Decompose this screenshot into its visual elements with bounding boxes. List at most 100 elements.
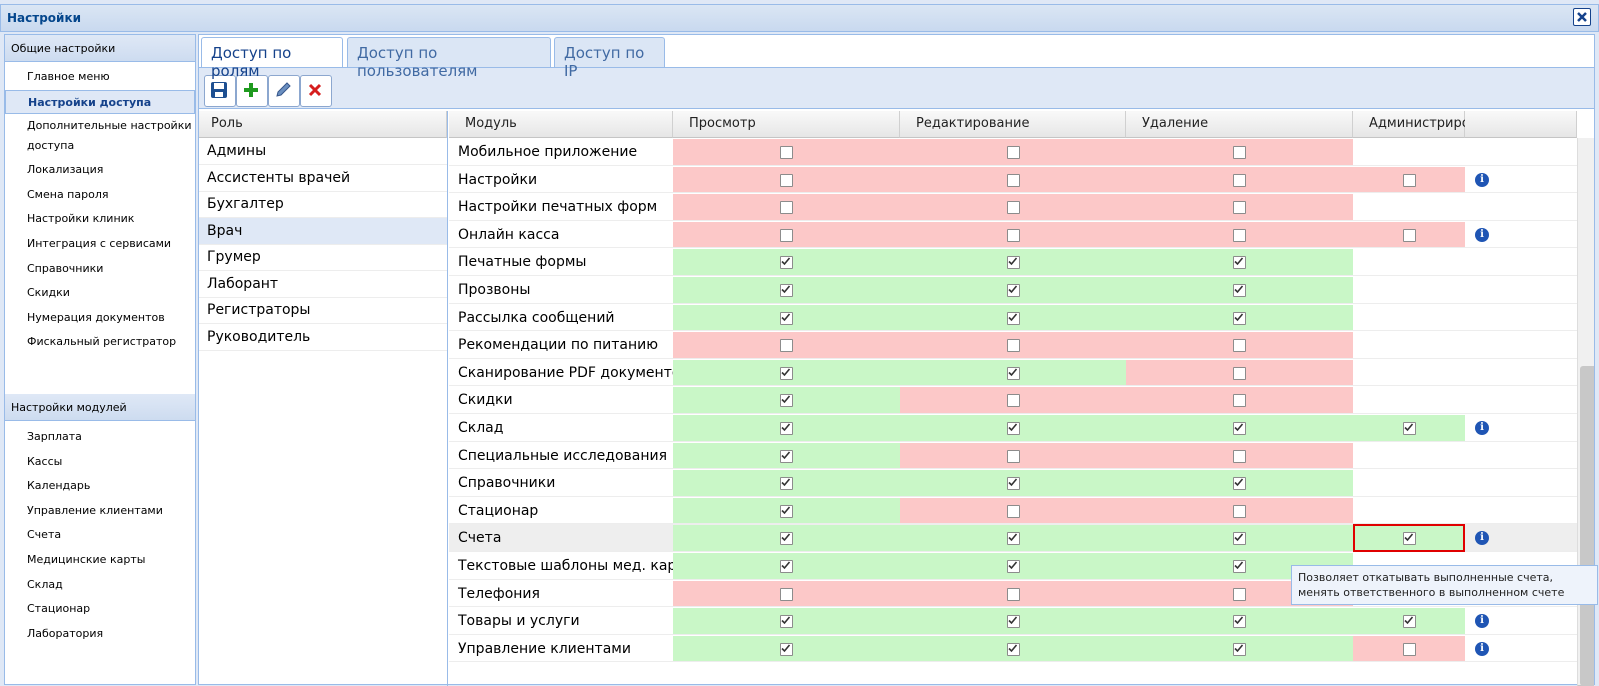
sidebar-item[interactable]: Смена пароля	[27, 187, 109, 201]
role-item[interactable]: Лаборант	[199, 271, 447, 298]
info-icon[interactable]: i	[1475, 641, 1489, 656]
checkbox[interactable]	[1007, 173, 1020, 187]
checkbox[interactable]	[1007, 228, 1020, 242]
checkbox[interactable]	[1233, 394, 1246, 408]
role-item[interactable]: Врач	[199, 217, 447, 245]
sidebar-item[interactable]: Медицинские карты	[27, 553, 146, 566]
tab[interactable]: Доступ по IP	[554, 37, 665, 80]
sidebar-item[interactable]: Настройки клиник	[27, 212, 135, 226]
checkbox[interactable]	[1403, 228, 1416, 242]
checkbox[interactable]	[1233, 228, 1246, 242]
checkbox[interactable]	[1007, 339, 1020, 353]
sidebar-item[interactable]: Главное меню	[27, 70, 110, 83]
checkbox[interactable]	[1007, 449, 1020, 463]
checkbox[interactable]	[1007, 394, 1020, 408]
tab[interactable]: Доступ по ролям	[201, 37, 343, 80]
role-item[interactable]: Руководитель	[199, 324, 447, 351]
sidebar-item[interactable]: Лаборатория	[27, 626, 104, 640]
tab[interactable]: Доступ по пользователям	[347, 37, 551, 80]
checkbox[interactable]	[780, 256, 793, 270]
checkbox[interactable]	[1007, 422, 1020, 435]
checkbox[interactable]	[1007, 366, 1020, 380]
sidebar-item[interactable]: Фискальный регистратор	[27, 335, 177, 349]
scroll-thumb[interactable]	[1580, 366, 1594, 686]
checkbox[interactable]	[1233, 449, 1246, 463]
delete-button[interactable]	[300, 75, 332, 107]
checkbox[interactable]	[1233, 339, 1246, 353]
checkbox[interactable]	[1007, 146, 1020, 159]
info-icon[interactable]: i	[1475, 531, 1489, 546]
checkbox[interactable]	[780, 422, 793, 435]
checkbox[interactable]	[1403, 532, 1416, 546]
checkbox[interactable]	[780, 449, 793, 463]
checkbox[interactable]	[1233, 201, 1246, 215]
checkbox[interactable]	[780, 504, 793, 518]
save-button[interactable]	[204, 75, 236, 107]
checkbox[interactable]	[1007, 642, 1020, 656]
checkbox[interactable]	[1233, 146, 1246, 159]
info-icon[interactable]: i	[1475, 227, 1489, 242]
checkbox[interactable]	[780, 532, 793, 546]
sidebar-item[interactable]: Настройки доступа	[5, 89, 195, 114]
checkbox[interactable]	[780, 228, 793, 242]
checkbox[interactable]	[1007, 311, 1020, 325]
sidebar-item[interactable]: Зарплата	[27, 430, 82, 443]
checkbox[interactable]	[780, 146, 793, 159]
checkbox[interactable]	[1233, 422, 1246, 435]
checkbox[interactable]	[1403, 422, 1416, 435]
role-item[interactable]: Регистраторы	[199, 297, 447, 324]
role-item[interactable]: Админы	[199, 138, 447, 165]
checkbox[interactable]	[780, 339, 793, 353]
checkbox[interactable]	[780, 477, 793, 491]
checkbox[interactable]	[1233, 504, 1246, 518]
checkbox[interactable]	[1233, 311, 1246, 325]
sidebar-item[interactable]: Календарь	[27, 479, 91, 493]
checkbox[interactable]	[1007, 284, 1020, 297]
sidebar-item[interactable]: Справочники	[27, 261, 104, 275]
checkbox[interactable]	[1403, 642, 1416, 656]
sidebar-item[interactable]: Скидки	[27, 286, 70, 300]
sidebar-item[interactable]: Интеграция с сервисами	[27, 237, 172, 250]
role-item[interactable]: Бухгалтер	[199, 191, 447, 218]
checkbox[interactable]	[780, 173, 793, 187]
checkbox[interactable]	[1233, 615, 1246, 629]
checkbox[interactable]	[1233, 366, 1246, 380]
checkbox[interactable]	[780, 311, 793, 325]
checkbox[interactable]	[1233, 256, 1246, 270]
checkbox[interactable]	[1007, 504, 1020, 518]
checkbox[interactable]	[780, 615, 793, 629]
checkbox[interactable]	[780, 587, 793, 601]
edit-button[interactable]	[268, 75, 300, 107]
checkbox[interactable]	[780, 201, 793, 215]
checkbox[interactable]	[1007, 477, 1020, 491]
sidebar-item[interactable]: Стационар	[27, 602, 91, 616]
checkbox[interactable]	[780, 366, 793, 380]
role-item[interactable]: Ассистенты врачей	[199, 165, 447, 192]
info-icon[interactable]: i	[1475, 421, 1489, 435]
sidebar-item[interactable]: Нумерация документов	[27, 310, 165, 324]
add-button[interactable]	[236, 75, 268, 107]
sidebar-item[interactable]: Кассы	[27, 454, 63, 468]
sidebar-item[interactable]: Локализация	[27, 163, 104, 177]
info-icon[interactable]: i	[1475, 172, 1489, 187]
checkbox[interactable]	[780, 560, 793, 573]
checkbox[interactable]	[1007, 201, 1020, 215]
sidebar-item[interactable]: Дополнительные настройки доступа	[27, 119, 192, 153]
checkbox[interactable]	[1233, 532, 1246, 546]
sidebar-item[interactable]: Склад	[27, 577, 63, 591]
checkbox[interactable]	[1403, 615, 1416, 629]
checkbox[interactable]	[1403, 173, 1416, 187]
checkbox[interactable]	[1007, 560, 1020, 573]
checkbox[interactable]	[1233, 173, 1246, 187]
sidebar-item[interactable]: Управление клиентами	[27, 503, 163, 517]
role-item[interactable]: Грумер	[199, 244, 447, 271]
sidebar-item[interactable]: Счета	[27, 528, 62, 542]
checkbox[interactable]	[1233, 477, 1246, 491]
checkbox[interactable]	[1233, 560, 1246, 573]
checkbox[interactable]	[1007, 256, 1020, 270]
checkbox[interactable]	[1007, 615, 1020, 629]
checkbox[interactable]	[1233, 642, 1246, 656]
checkbox[interactable]	[780, 642, 793, 656]
checkbox[interactable]	[1007, 532, 1020, 546]
checkbox[interactable]	[780, 284, 793, 297]
